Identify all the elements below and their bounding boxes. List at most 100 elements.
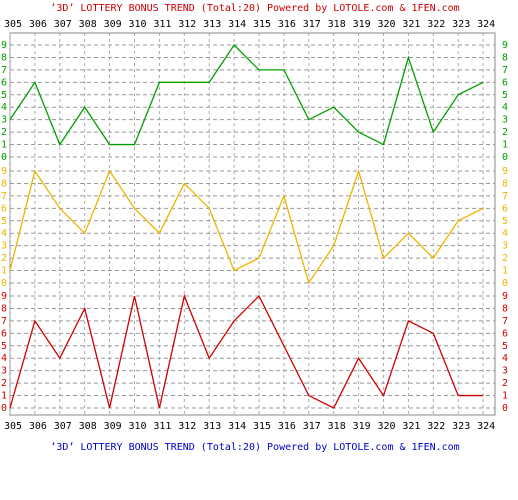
y-tick-label: 6 <box>1 203 7 214</box>
y-tick-label: 7 <box>1 316 7 327</box>
x-tick-label: 314 <box>228 19 246 30</box>
x-tick-label: 314 <box>228 421 246 432</box>
x-tick-label: 307 <box>54 19 72 30</box>
trend-line <box>9 168 484 285</box>
y-tick-label: 2 <box>1 253 7 264</box>
plot-frame <box>9 32 496 416</box>
x-tick-label: 315 <box>253 421 271 432</box>
y-tick-label: 3 <box>1 366 7 377</box>
x-tick-label: 306 <box>29 421 47 432</box>
chart-title: ’3D’ LOTTERY BONUS TREND (Total:20) Powe… <box>50 3 459 14</box>
y-tick-label: 8 <box>1 178 7 189</box>
y-tick-label: 5 <box>1 90 7 101</box>
x-tick-label: 320 <box>377 421 395 432</box>
x-tick-label: 312 <box>178 19 196 30</box>
y-tick-label: 1 <box>502 140 508 151</box>
y-tick-label: 2 <box>502 253 508 264</box>
x-tick-label: 324 <box>477 421 495 432</box>
y-tick-label: 0 <box>1 152 7 163</box>
x-tick-label: 317 <box>303 421 321 432</box>
y-tick-label: 4 <box>1 353 7 364</box>
y-tick-label: 4 <box>502 228 508 239</box>
y-tick-label: 0 <box>502 403 508 414</box>
y-tick-label: 8 <box>502 52 508 63</box>
y-tick-label: 4 <box>1 102 7 113</box>
y-tick-label: 1 <box>1 266 7 277</box>
x-tick-label: 312 <box>178 421 196 432</box>
x-tick-label: 305 <box>4 421 22 432</box>
y-tick-label: 6 <box>502 328 508 339</box>
y-tick-label: 8 <box>1 52 7 63</box>
y-tick-label: 9 <box>1 291 7 302</box>
y-tick-label: 3 <box>1 241 7 252</box>
y-tick-label: 8 <box>1 303 7 314</box>
x-tick-label: 323 <box>452 421 470 432</box>
y-tick-label: 9 <box>502 291 508 302</box>
x-tick-label: 307 <box>54 421 72 432</box>
y-tick-label: 3 <box>502 241 508 252</box>
y-tick-label: 1 <box>1 140 7 151</box>
x-tick-label: 309 <box>104 421 122 432</box>
x-tick-label: 318 <box>328 19 346 30</box>
x-tick-label: 319 <box>353 19 371 30</box>
x-tick-label: 315 <box>253 19 271 30</box>
y-tick-label: 8 <box>502 178 508 189</box>
y-tick-label: 3 <box>1 115 7 126</box>
y-tick-label: 4 <box>1 228 7 239</box>
y-tick-label: 6 <box>502 77 508 88</box>
y-tick-label: 7 <box>502 191 508 202</box>
y-tick-label: 1 <box>1 391 7 402</box>
y-tick-label: 7 <box>1 191 7 202</box>
y-tick-label: 0 <box>1 403 7 414</box>
y-tick-label: 3 <box>502 366 508 377</box>
y-tick-label: 2 <box>1 127 7 138</box>
x-tick-label: 311 <box>153 19 171 30</box>
x-tick-label: 318 <box>328 421 346 432</box>
trend-line <box>9 43 484 146</box>
y-tick-label: 7 <box>502 65 508 76</box>
y-tick-label: 5 <box>1 216 7 227</box>
x-tick-label: 309 <box>104 19 122 30</box>
y-tick-label: 6 <box>1 328 7 339</box>
y-tick-label: 0 <box>502 278 508 289</box>
x-tick-label: 308 <box>79 421 97 432</box>
y-tick-label: 9 <box>1 166 7 177</box>
y-tick-label: 2 <box>502 378 508 389</box>
x-tick-label: 323 <box>452 19 470 30</box>
chart-footer: ’3D’ LOTTERY BONUS TREND (Total:20) Powe… <box>50 442 459 453</box>
y-tick-label: 2 <box>1 378 7 389</box>
y-tick-label: 9 <box>502 166 508 177</box>
x-tick-label: 320 <box>377 19 395 30</box>
y-tick-label: 1 <box>502 266 508 277</box>
x-tick-label: 310 <box>128 19 146 30</box>
y-tick-label: 5 <box>502 90 508 101</box>
y-tick-label: 0 <box>502 152 508 163</box>
y-tick-label: 9 <box>502 40 508 51</box>
y-tick-label: 7 <box>1 65 7 76</box>
y-tick-label: 5 <box>502 341 508 352</box>
x-tick-label: 316 <box>278 19 296 30</box>
x-tick-label: 306 <box>29 19 47 30</box>
y-tick-label: 4 <box>502 353 508 364</box>
y-tick-label: 9 <box>1 40 7 51</box>
x-tick-label: 313 <box>203 19 221 30</box>
trend-line <box>9 293 484 409</box>
y-tick-label: 2 <box>502 127 508 138</box>
y-tick-label: 3 <box>502 115 508 126</box>
y-tick-label: 0 <box>1 278 7 289</box>
x-tick-label: 322 <box>427 421 445 432</box>
y-tick-label: 6 <box>502 203 508 214</box>
x-tick-label: 308 <box>79 19 97 30</box>
x-tick-label: 311 <box>153 421 171 432</box>
x-tick-label: 321 <box>402 421 420 432</box>
x-tick-label: 305 <box>4 19 22 30</box>
x-tick-label: 313 <box>203 421 221 432</box>
x-tick-label: 321 <box>402 19 420 30</box>
y-tick-label: 1 <box>502 391 508 402</box>
x-tick-label: 317 <box>303 19 321 30</box>
x-tick-label: 316 <box>278 421 296 432</box>
y-tick-label: 8 <box>502 303 508 314</box>
y-tick-label: 5 <box>1 341 7 352</box>
x-tick-label: 324 <box>477 19 495 30</box>
